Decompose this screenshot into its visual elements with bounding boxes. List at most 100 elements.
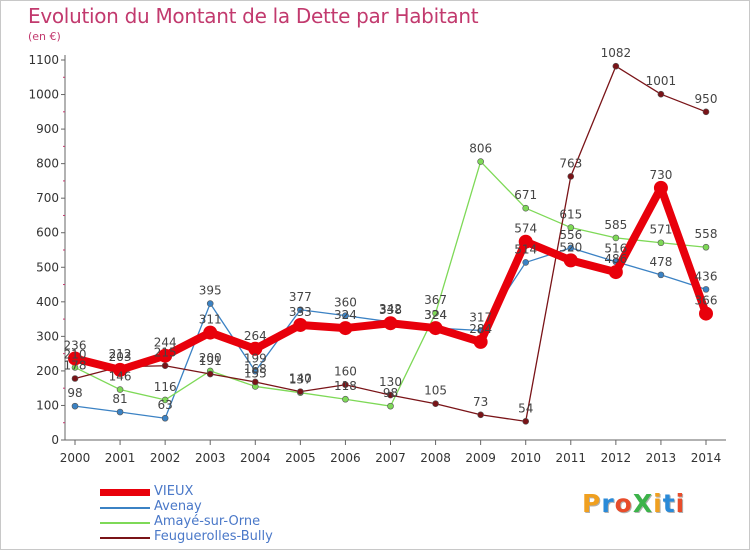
data-point	[699, 306, 713, 321]
proxiti-logo: ProXiti	[582, 489, 686, 518]
y-tick-label: 900	[36, 122, 59, 136]
data-label: 264	[244, 329, 267, 343]
data-point	[387, 402, 394, 410]
data-label: 236	[64, 338, 87, 352]
data-point	[522, 204, 530, 212]
chart-legend: VIEUX Avenay Amayé-sur-Orne Feuguerolles-Bu…	[100, 484, 330, 545]
data-label: 436	[695, 269, 718, 283]
data-label: 118	[334, 379, 357, 393]
data-point	[248, 341, 263, 356]
data-label: 571	[649, 223, 672, 237]
x-tick-label: 2012	[601, 451, 632, 465]
data-label: 178	[64, 359, 87, 373]
data-point	[477, 158, 484, 165]
data-label: 160	[334, 365, 357, 379]
data-label: 367	[424, 293, 447, 307]
x-tick-label: 2013	[646, 451, 677, 465]
data-label: 558	[695, 227, 718, 241]
data-point	[158, 348, 173, 363]
legend-label: Feuguerolles-Bully	[154, 529, 273, 544]
data-label: 377	[289, 290, 312, 304]
data-point	[473, 334, 488, 349]
data-label: 324	[424, 308, 447, 322]
y-tick-label: 200	[36, 364, 59, 378]
legend-swatch	[100, 507, 150, 509]
data-label: 130	[379, 375, 402, 389]
data-label: 63	[158, 398, 173, 412]
data-label: 333	[289, 305, 312, 319]
data-point	[653, 180, 668, 195]
data-label: 324	[334, 308, 357, 322]
data-point	[297, 306, 304, 314]
legend-item: VIEUX	[100, 484, 330, 500]
data-label: 366	[695, 294, 718, 308]
data-point	[203, 325, 218, 340]
data-point	[251, 367, 259, 375]
data-point	[206, 300, 214, 307]
data-point	[432, 309, 439, 317]
x-tick-label: 2002	[150, 451, 181, 465]
data-point	[161, 396, 169, 404]
data-point	[522, 418, 530, 425]
data-point	[342, 395, 349, 403]
y-tick-label: 700	[36, 191, 59, 205]
data-label: 574	[514, 222, 537, 236]
y-tick-label: 300	[36, 329, 59, 343]
data-point	[161, 362, 169, 370]
data-point	[71, 402, 79, 410]
x-tick-label: 2000	[60, 451, 91, 465]
legend-swatch	[100, 537, 150, 539]
data-point	[518, 234, 533, 249]
data-point	[567, 224, 575, 231]
data-label: 360	[334, 296, 357, 310]
data-label: 98	[383, 386, 398, 400]
data-label: 342	[379, 302, 402, 316]
data-point	[522, 259, 530, 266]
data-label: 284	[469, 322, 492, 336]
legend-item: Feuguerolles-Bully	[100, 529, 330, 545]
data-label: 116	[154, 380, 177, 394]
x-tick-label: 2010	[510, 451, 541, 465]
data-label: 514	[514, 242, 537, 256]
y-tick-label: 600	[36, 226, 59, 240]
data-point	[116, 408, 124, 416]
chart-subtitle: (en €)	[28, 30, 61, 43]
x-tick-label: 2009	[465, 451, 496, 465]
legend-swatch	[100, 522, 150, 524]
data-label: 1082	[601, 46, 632, 60]
data-label: 520	[559, 240, 582, 254]
data-label: 478	[649, 255, 672, 269]
data-point	[612, 234, 620, 242]
data-label: 215	[154, 346, 177, 360]
y-tick-label: 400	[36, 295, 59, 309]
data-point	[68, 351, 82, 366]
data-label: 244	[154, 336, 177, 350]
data-label: 615	[559, 208, 582, 222]
data-label: 671	[514, 188, 537, 202]
data-point	[432, 400, 439, 408]
data-label: 155	[244, 366, 267, 380]
data-point	[387, 391, 394, 399]
data-point	[702, 286, 710, 293]
data-point	[338, 321, 353, 336]
legend-label: VIEUX	[154, 484, 194, 499]
x-tick-label: 2001	[105, 451, 136, 465]
x-tick-label: 2006	[330, 451, 361, 465]
legend-item: Amayé-sur-Orne	[100, 514, 330, 530]
data-label: 140	[289, 372, 312, 386]
data-label: 199	[244, 351, 267, 365]
data-point	[116, 386, 124, 393]
data-label: 137	[289, 373, 312, 387]
data-point	[342, 312, 349, 319]
legend-label: Avenay	[154, 499, 202, 514]
data-point	[657, 271, 665, 279]
legend-item: Avenay	[100, 499, 330, 515]
data-label: 200	[199, 351, 222, 365]
data-label: 98	[67, 386, 82, 400]
data-label: 191	[199, 354, 222, 368]
data-label: 54	[518, 401, 533, 415]
data-point	[428, 321, 443, 336]
data-point	[657, 239, 665, 247]
data-label: 105	[424, 384, 447, 398]
data-label: 338	[379, 303, 402, 317]
